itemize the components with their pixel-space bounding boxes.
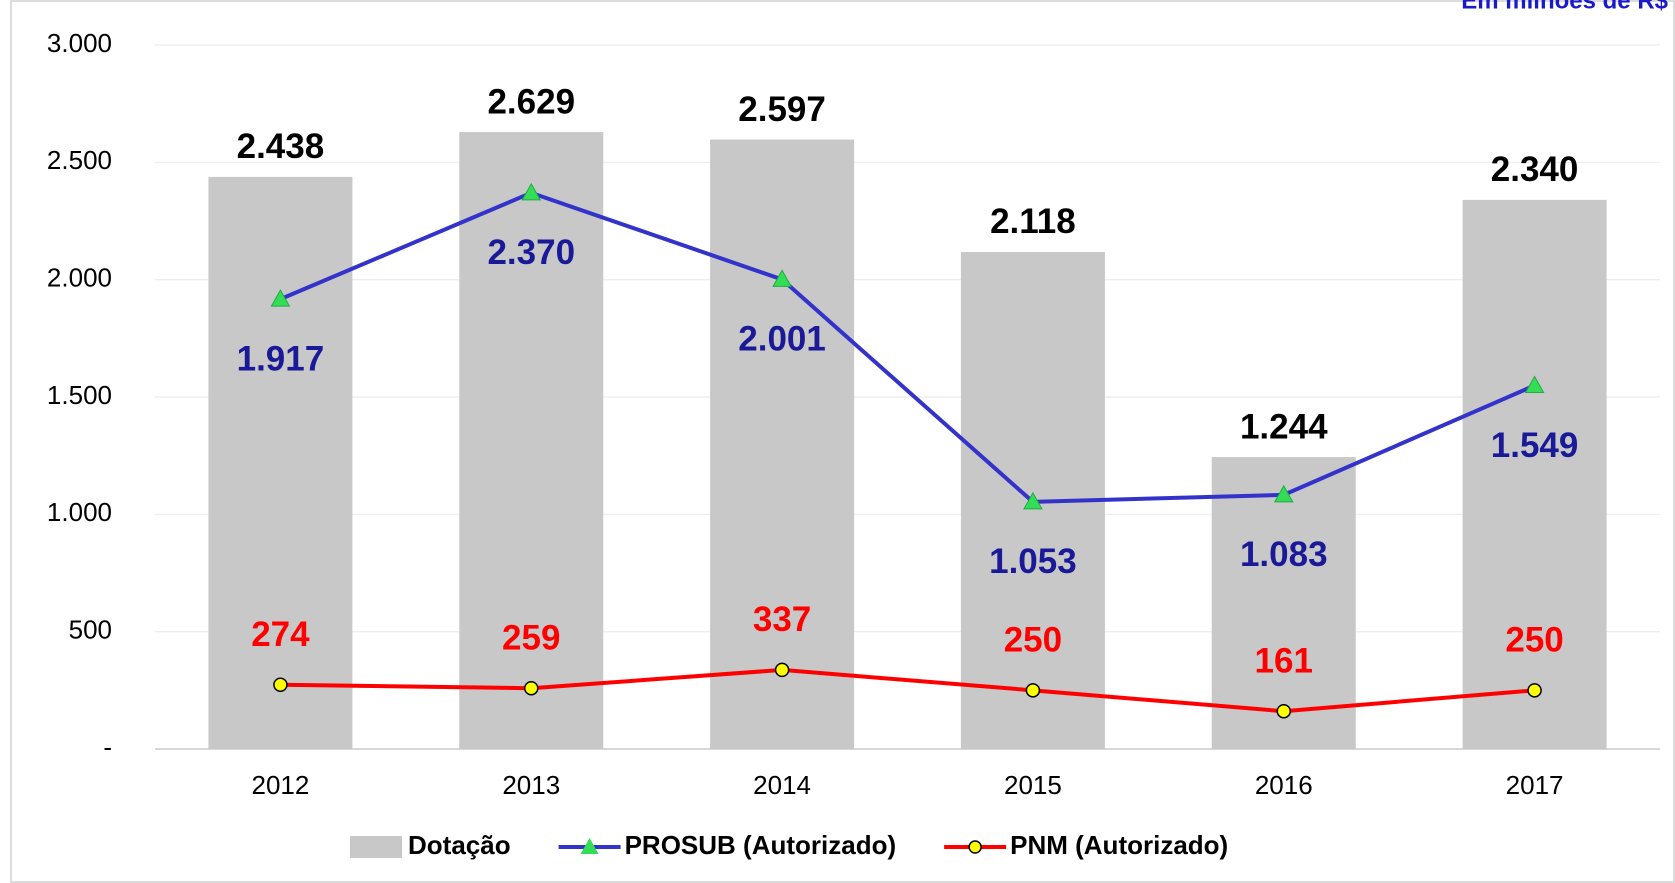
line bbox=[279, 190, 1536, 504]
x-tick-label: 2015 bbox=[1004, 770, 1062, 800]
y-tick-label: 2.500 bbox=[47, 145, 112, 175]
marker bbox=[1025, 683, 1041, 698]
x-tick-label: 2012 bbox=[251, 770, 309, 800]
bar bbox=[459, 132, 604, 749]
data-label: 1.083 bbox=[1240, 535, 1328, 574]
data-label: 2.118 bbox=[990, 202, 1076, 241]
data-label: 250 bbox=[1004, 621, 1062, 660]
legend-marker bbox=[968, 840, 982, 854]
data-label: 1.549 bbox=[1491, 426, 1579, 465]
line bbox=[280, 667, 1535, 714]
data-label: 161 bbox=[1255, 641, 1313, 680]
x-tick-label: 2016 bbox=[1255, 770, 1313, 800]
legend-swatch bbox=[350, 836, 402, 858]
data-label: 337 bbox=[753, 600, 811, 639]
bar bbox=[1211, 457, 1356, 749]
y-tick-label: 2.000 bbox=[47, 263, 112, 293]
y-tick-label: 500 bbox=[69, 615, 112, 645]
legend-label: PNM (Autorizado) bbox=[1010, 830, 1228, 860]
legend-marker bbox=[580, 838, 599, 854]
legend-label: PROSUB (Autorizado) bbox=[625, 830, 897, 860]
data-label: 1.244 bbox=[1240, 407, 1328, 446]
data-label: 1.053 bbox=[989, 542, 1077, 581]
x-tick-label: 2014 bbox=[753, 770, 811, 800]
marker bbox=[524, 680, 539, 696]
legend-label: Dotação bbox=[408, 830, 511, 860]
data-label: 259 bbox=[502, 618, 560, 657]
data-label: 2.597 bbox=[738, 90, 826, 129]
data-label: 250 bbox=[1505, 621, 1563, 660]
bar bbox=[710, 139, 855, 749]
data-label: 2.438 bbox=[237, 127, 325, 166]
data-label: 1.917 bbox=[237, 339, 325, 378]
y-tick-label: 1.000 bbox=[47, 497, 112, 527]
data-label: 2.629 bbox=[487, 82, 575, 121]
marker bbox=[1524, 375, 1545, 394]
y-tick-label: 3.000 bbox=[47, 28, 112, 58]
y-tick-label: 1.500 bbox=[47, 380, 112, 410]
marker bbox=[772, 269, 792, 287]
marker bbox=[273, 677, 288, 692]
marker bbox=[270, 289, 291, 307]
marker bbox=[1276, 703, 1291, 719]
data-label: 2.370 bbox=[487, 233, 575, 272]
y-tick-label: - bbox=[103, 732, 112, 762]
data-label: 274 bbox=[251, 615, 310, 654]
data-label: 2.001 bbox=[738, 320, 826, 359]
bar bbox=[1462, 199, 1607, 749]
marker bbox=[774, 662, 790, 678]
marker bbox=[1527, 683, 1542, 698]
bar bbox=[208, 176, 353, 749]
x-tick-label: 2017 bbox=[1506, 770, 1564, 800]
x-tick-label: 2013 bbox=[502, 770, 560, 800]
marker bbox=[1023, 491, 1043, 510]
unit-note: Em milhões de R$ bbox=[1461, 0, 1668, 14]
marker bbox=[521, 182, 542, 201]
marker bbox=[1273, 484, 1294, 503]
data-label: 2.340 bbox=[1491, 150, 1579, 189]
